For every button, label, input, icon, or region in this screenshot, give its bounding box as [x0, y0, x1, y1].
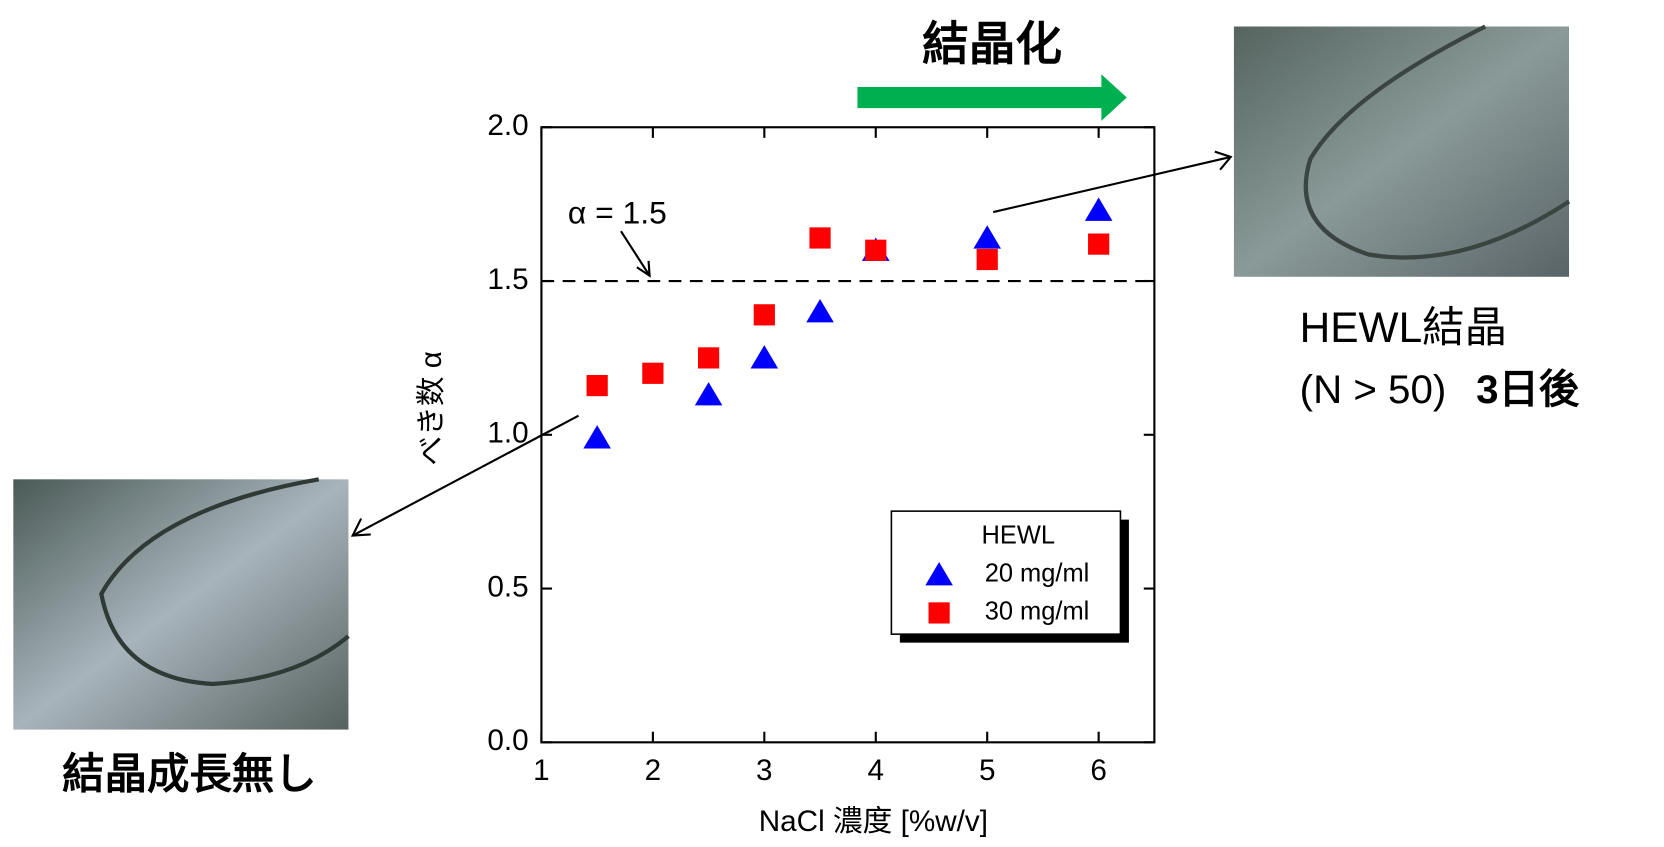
data-point [642, 363, 663, 384]
legend-marker [929, 602, 950, 623]
x-tick-label: 3 [756, 754, 773, 787]
y-tick-label: 0.5 [487, 570, 528, 603]
title: 結晶化 [922, 18, 1062, 70]
y-tick-label: 1.0 [487, 417, 528, 450]
legend-title: HEWL [982, 521, 1056, 549]
crystallization-arrow [857, 74, 1126, 121]
left-caption: 結晶成長無し [62, 751, 316, 798]
data-point [587, 375, 608, 396]
data-point [698, 347, 719, 368]
x-tick-label: 2 [645, 754, 662, 787]
data-point [809, 227, 830, 248]
data-point [751, 345, 779, 368]
x-tick-label: 4 [868, 754, 885, 787]
data-point [865, 240, 886, 261]
x-tick-label: 5 [979, 754, 996, 787]
data-point [806, 299, 834, 322]
legend-label: 30 mg/ml [985, 598, 1090, 626]
page: 結晶化 NaCl 濃度 [%w/v] べき数 α α = 1.5 HEWL結晶 … [0, 0, 1664, 842]
y-tick-label: 2.0 [487, 109, 528, 142]
legend-label: 20 mg/ml [985, 559, 1090, 587]
data-point [695, 382, 723, 405]
data-point [754, 304, 775, 325]
x-axis-label: NaCl 濃度 [%w/v] [759, 805, 988, 838]
reference-label: α = 1.5 [568, 195, 667, 231]
right-condition: (N > 50) [1300, 367, 1447, 412]
y-tick-label: 1.5 [487, 263, 528, 296]
photo-no-growth [13, 479, 348, 729]
data-point [583, 425, 611, 448]
y-tick-label: 0.0 [487, 724, 528, 757]
photo-crystal [1234, 27, 1569, 277]
data-point [973, 225, 1001, 248]
x-tick-label: 1 [533, 754, 550, 787]
right-time: 3日後 [1476, 367, 1580, 412]
data-point [977, 249, 998, 270]
data-point [1085, 198, 1113, 221]
right-caption: HEWL結晶 [1300, 304, 1507, 351]
chart: 結晶化 NaCl 濃度 [%w/v] べき数 α α = 1.5 HEWL結晶 … [0, 0, 1664, 842]
data-point [1088, 234, 1109, 255]
x-tick-label: 6 [1090, 754, 1107, 787]
y-axis-label: べき数 α [415, 351, 448, 465]
